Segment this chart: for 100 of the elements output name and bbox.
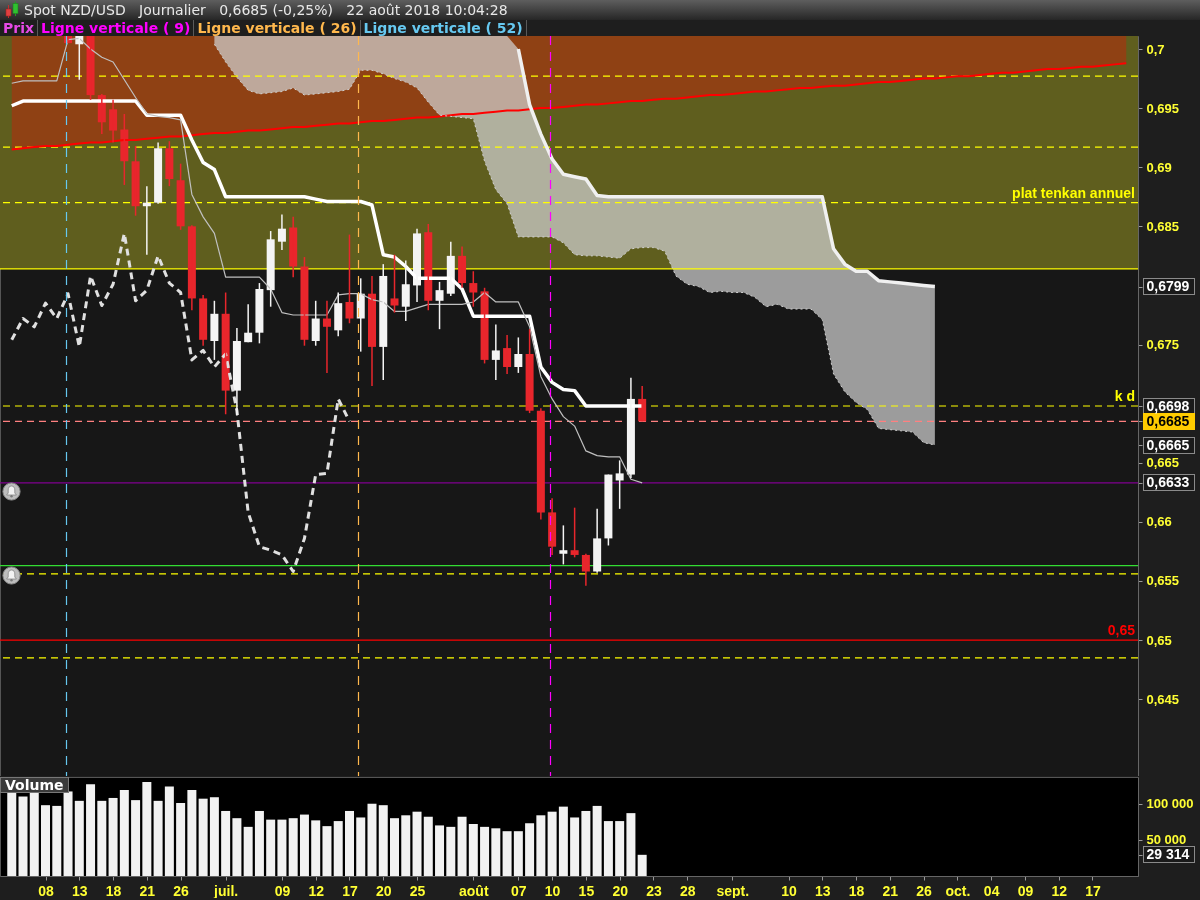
bar — [299, 814, 309, 876]
x-tick-label: 28 — [679, 882, 696, 899]
candlestick — [559, 524, 568, 566]
y-tick-label: 0,655 — [1146, 573, 1180, 589]
ref-line-label: k d — [1114, 388, 1135, 404]
x-tick-label: 10 — [544, 882, 561, 899]
y-tick-label: 0,6633 — [1146, 474, 1190, 491]
bar — [581, 810, 591, 876]
text: Ligne verticale ( 9) — [38, 20, 195, 36]
bar — [558, 806, 568, 876]
bar — [446, 826, 456, 876]
candlestick — [469, 270, 478, 308]
candlestick — [570, 506, 579, 559]
bar — [356, 817, 366, 876]
bar — [74, 800, 84, 876]
bar — [41, 805, 51, 876]
x-tick-label: sept. — [716, 882, 750, 899]
y-tick-label: 0,685 — [1146, 218, 1180, 234]
x-tick-label: oct. — [945, 882, 971, 899]
bar — [97, 800, 107, 876]
bar — [243, 826, 253, 876]
line-series — [11, 37, 643, 484]
x-tick-label: 20 — [612, 882, 629, 899]
bar — [344, 810, 354, 876]
x-tick-label: 15 — [578, 882, 595, 899]
x-tick-label: 18 — [848, 882, 865, 899]
x-tick-label: 13 — [72, 882, 88, 899]
x-tick-label: 21 — [139, 882, 156, 899]
x-tick-label: 26 — [173, 882, 190, 899]
bar — [288, 818, 298, 876]
bar — [480, 826, 490, 876]
y-tick-label: 0,665 — [1146, 455, 1180, 471]
bar — [311, 820, 321, 876]
bar — [142, 782, 152, 876]
y-tick-label: 0,6698 — [1146, 397, 1190, 414]
x-tick-label: 13 — [815, 882, 831, 899]
bar — [153, 800, 163, 876]
bar — [457, 816, 467, 876]
x-tick-label: 10 — [781, 882, 798, 899]
bar — [367, 803, 377, 876]
x-tick-label: 17 — [1085, 882, 1101, 899]
bar — [491, 828, 501, 876]
candlestick — [390, 253, 399, 314]
bar — [198, 798, 208, 876]
chart-title: Spot NZD/USD Journalier 0,6685 (-0,25%) 22 août 2018 10:04:28 — [24, 1, 508, 20]
x-tick-label: 04 — [983, 882, 1000, 899]
y-tick-label: 0,695 — [1146, 100, 1180, 116]
candlestick — [435, 281, 444, 330]
candlestick — [345, 233, 354, 324]
x-tick-label: 25 — [409, 882, 426, 899]
y-tick-label: 0,645 — [1146, 691, 1180, 707]
text: Ligne verticale ( 26) — [194, 20, 361, 36]
bar — [7, 792, 17, 876]
bar — [502, 831, 512, 876]
y-tick-label: 0,6665 — [1146, 436, 1190, 453]
bar — [592, 805, 602, 876]
y-tick-label: 0,69 — [1146, 159, 1172, 175]
bar — [108, 797, 118, 876]
bar — [119, 790, 129, 876]
text: Ligne verticale ( 52) — [360, 20, 527, 36]
y-tick-label: 0,65 — [1146, 632, 1172, 648]
x-tick-label: 12 — [1051, 882, 1068, 899]
line-series — [516, 47, 937, 289]
ref-line-label: plat tenkan annuel — [1012, 184, 1135, 201]
bar — [232, 818, 242, 876]
bar — [468, 823, 478, 876]
bar — [401, 815, 411, 876]
bar — [513, 831, 523, 876]
bar — [131, 800, 141, 876]
bar — [423, 816, 433, 876]
bar — [412, 811, 422, 876]
x-tick-label: juil. — [213, 882, 239, 899]
x-tick-label: 26 — [916, 882, 933, 899]
bar — [626, 813, 636, 876]
bar — [333, 821, 343, 876]
x-tick-label: 09 — [274, 882, 291, 899]
x-tick-label: 21 — [882, 882, 899, 899]
x-tick-label: 07 — [511, 882, 527, 899]
bar — [525, 823, 535, 876]
x-tick-label: 12 — [308, 882, 325, 899]
bar — [18, 796, 28, 876]
bar — [176, 803, 186, 876]
y-tick-label: 100 000 — [1146, 796, 1194, 812]
ref-line-label: 0,65 — [1107, 622, 1136, 639]
bar — [603, 821, 613, 876]
bar — [254, 810, 264, 876]
bar — [209, 797, 219, 876]
x-tick-label: 18 — [105, 882, 122, 899]
y-tick-label: 50 000 — [1146, 832, 1187, 848]
bar — [86, 784, 96, 876]
chart-title: Volume — [0, 777, 69, 793]
bar — [637, 854, 647, 876]
bar — [164, 786, 174, 876]
x-tick-label: 09 — [1017, 882, 1034, 899]
bar — [390, 818, 400, 876]
bar — [547, 811, 557, 876]
bar — [277, 819, 287, 876]
y-tick-label: 0,675 — [1146, 337, 1180, 353]
line-series — [10, 62, 1128, 151]
bar — [52, 805, 62, 876]
